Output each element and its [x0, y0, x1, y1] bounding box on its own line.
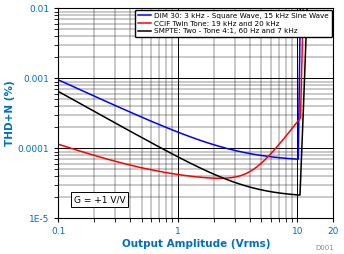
DIM 30: 3 kHz - Square Wave, 15 kHz Sine Wave: (0.1, 0.000952): 3 kHz - Square Wave, 15 kHz Sine Wave: (… [56, 78, 60, 81]
SMPTE: Two - Tone 4:1, 60 Hz and 7 kHz: (1.14, 6.73e-05): Two - Tone 4:1, 60 Hz and 7 kHz: (1.14, … [183, 159, 187, 162]
Text: G = +1 V/V: G = +1 V/V [74, 195, 126, 204]
SMPTE: Two - Tone 4:1, 60 Hz and 7 kHz: (0.1, 0.00065): Two - Tone 4:1, 60 Hz and 7 kHz: (0.1, 0… [56, 90, 60, 93]
DIM 30: 3 kHz - Square Wave, 15 kHz Sine Wave: (6.48, 7.46e-05): 3 kHz - Square Wave, 15 kHz Sine Wave: (… [273, 156, 277, 159]
CCIF Twin Tone: 19 kHz and 20 kHz: (1.14, 4.1e-05): 19 kHz and 20 kHz: (1.14, 4.1e-05) [183, 174, 187, 177]
Line: SMPTE: Two - Tone 4:1, 60 Hz and 7 kHz: SMPTE: Two - Tone 4:1, 60 Hz and 7 kHz [58, 0, 333, 195]
Y-axis label: THD+N (%): THD+N (%) [5, 81, 15, 146]
DIM 30: 3 kHz - Square Wave, 15 kHz Sine Wave: (0.131, 0.000772): 3 kHz - Square Wave, 15 kHz Sine Wave: (… [70, 85, 74, 88]
SMPTE: Two - Tone 4:1, 60 Hz and 7 kHz: (1.31, 5.97e-05): Two - Tone 4:1, 60 Hz and 7 kHz: (1.31, … [190, 163, 194, 166]
CCIF Twin Tone: 19 kHz and 20 kHz: (1.31, 3.98e-05): 19 kHz and 20 kHz: (1.31, 3.98e-05) [190, 175, 194, 178]
CCIF Twin Tone: 19 kHz and 20 kHz: (2.25, 3.73e-05): 19 kHz and 20 kHz: (2.25, 3.73e-05) [218, 177, 222, 180]
X-axis label: Output Amplitude (Vrms): Output Amplitude (Vrms) [122, 239, 270, 249]
Line: CCIF Twin Tone: 19 kHz and 20 kHz: CCIF Twin Tone: 19 kHz and 20 kHz [58, 0, 333, 178]
CCIF Twin Tone: 19 kHz and 20 kHz: (6.5, 9.8e-05): 19 kHz and 20 kHz: (6.5, 9.8e-05) [273, 147, 277, 150]
CCIF Twin Tone: 19 kHz and 20 kHz: (0.131, 9.89e-05): 19 kHz and 20 kHz: (0.131, 9.89e-05) [70, 147, 74, 150]
Line: DIM 30: 3 kHz - Square Wave, 15 kHz Sine Wave: DIM 30: 3 kHz - Square Wave, 15 kHz Sine… [58, 0, 333, 159]
Legend: DIM 30: 3 kHz - Square Wave, 15 kHz Sine Wave, CCIF Twin Tone: 19 kHz and 20 kHz: DIM 30: 3 kHz - Square Wave, 15 kHz Sine… [135, 10, 332, 37]
DIM 30: 3 kHz - Square Wave, 15 kHz Sine Wave: (1.14, 0.000156): 3 kHz - Square Wave, 15 kHz Sine Wave: (… [183, 133, 187, 136]
SMPTE: Two - Tone 4:1, 60 Hz and 7 kHz: (10.5, 2.15e-05): Two - Tone 4:1, 60 Hz and 7 kHz: (10.5, … [298, 194, 302, 197]
Text: D001: D001 [315, 245, 334, 251]
CCIF Twin Tone: 19 kHz and 20 kHz: (0.1, 0.000115): 19 kHz and 20 kHz: (0.1, 0.000115) [56, 143, 60, 146]
DIM 30: 3 kHz - Square Wave, 15 kHz Sine Wave: (10.1, 7e-05): 3 kHz - Square Wave, 15 kHz Sine Wave: (… [296, 158, 300, 161]
DIM 30: 3 kHz - Square Wave, 15 kHz Sine Wave: (1.31, 0.000143): 3 kHz - Square Wave, 15 kHz Sine Wave: (… [190, 136, 194, 139]
SMPTE: Two - Tone 4:1, 60 Hz and 7 kHz: (0.131, 0.000503): Two - Tone 4:1, 60 Hz and 7 kHz: (0.131,… [70, 98, 74, 101]
SMPTE: Two - Tone 4:1, 60 Hz and 7 kHz: (6.48, 2.35e-05): Two - Tone 4:1, 60 Hz and 7 kHz: (6.48, … [273, 191, 277, 194]
